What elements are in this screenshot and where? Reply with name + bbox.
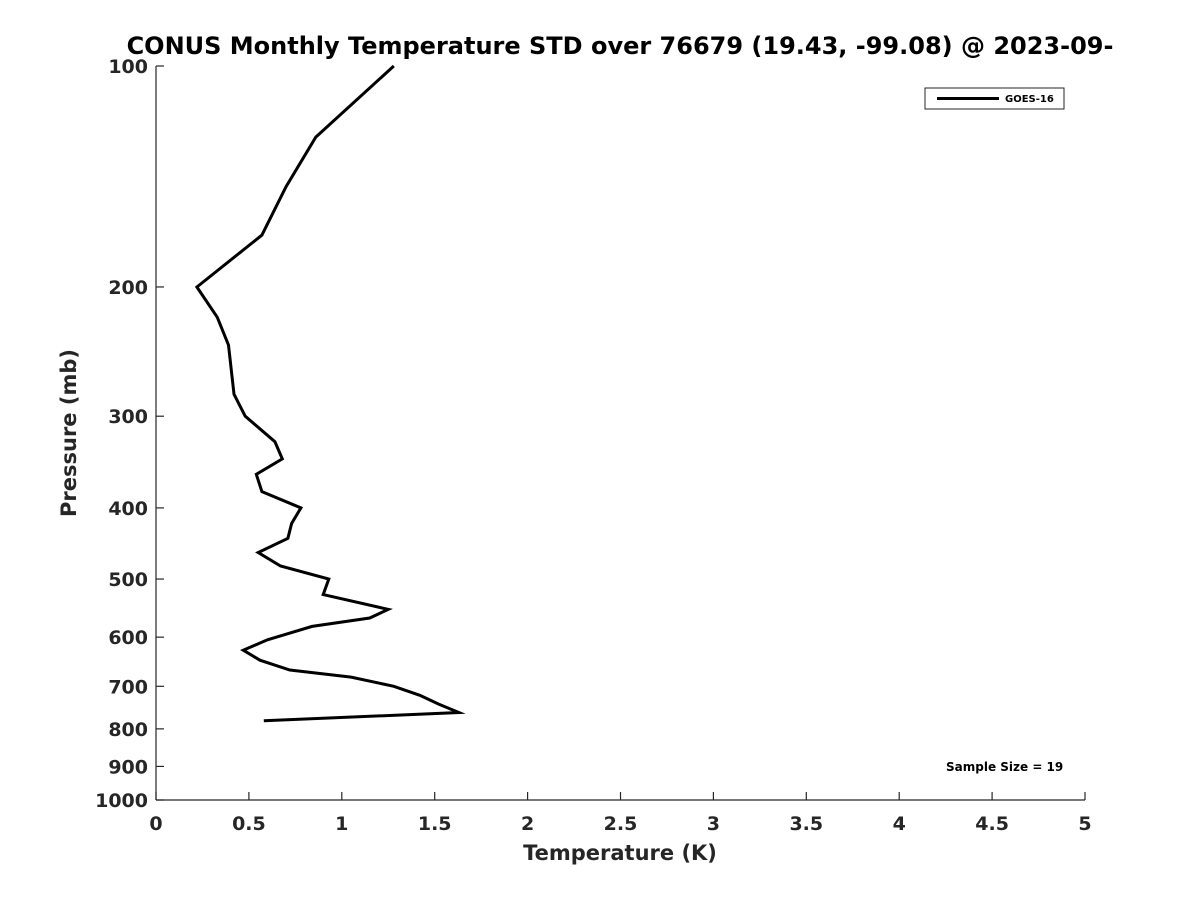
x-tick-label: 4.5 xyxy=(975,813,1009,835)
series-layer xyxy=(194,64,466,723)
x-tick-label: 3.5 xyxy=(789,813,823,835)
y-tick-label: 300 xyxy=(108,406,148,428)
x-tick-label: 0 xyxy=(149,813,162,835)
x-axis-label: Temperature (K) xyxy=(523,841,717,865)
y-tick-label: 800 xyxy=(108,719,148,741)
y-tick-label: 600 xyxy=(108,627,148,649)
y-tick-label: 200 xyxy=(108,277,148,299)
legend: GOES-16 xyxy=(924,87,1065,110)
x-ticks: 0 0.5 1 1.5 2 2.5 3 3.5 4 4.5 5 xyxy=(149,792,1092,835)
axes xyxy=(155,66,1085,801)
y-tick-label: 1000 xyxy=(95,790,148,812)
x-tick-label: 5 xyxy=(1078,813,1091,835)
y-tick-label: 500 xyxy=(108,569,148,591)
y-tick-label: 900 xyxy=(108,756,148,778)
y-ticks: 100 200 300 400 500 600 700 800 900 1000 xyxy=(95,56,164,812)
x-tick-label: 4 xyxy=(893,813,906,835)
legend-label-goes-16: GOES-16 xyxy=(1005,94,1054,105)
x-tick-label: 1.5 xyxy=(418,813,452,835)
x-tick-label: 0.5 xyxy=(232,813,266,835)
y-tick-label: 700 xyxy=(108,676,148,698)
sample-size-annotation: Sample Size = 19 xyxy=(946,760,1063,774)
x-tick-label: 3 xyxy=(707,813,720,835)
chart-title: CONUS Monthly Temperature STD over 76679… xyxy=(127,32,1114,60)
x-tick-label: 2 xyxy=(521,813,534,835)
x-tick-label: 1 xyxy=(335,813,348,835)
y-tick-label: 400 xyxy=(108,498,148,520)
x-tick-label: 2.5 xyxy=(604,813,638,835)
y-tick-label: 100 xyxy=(108,56,148,78)
y-axis-label: Pressure (mb) xyxy=(57,349,81,517)
series-line-goes-16 xyxy=(194,64,466,723)
